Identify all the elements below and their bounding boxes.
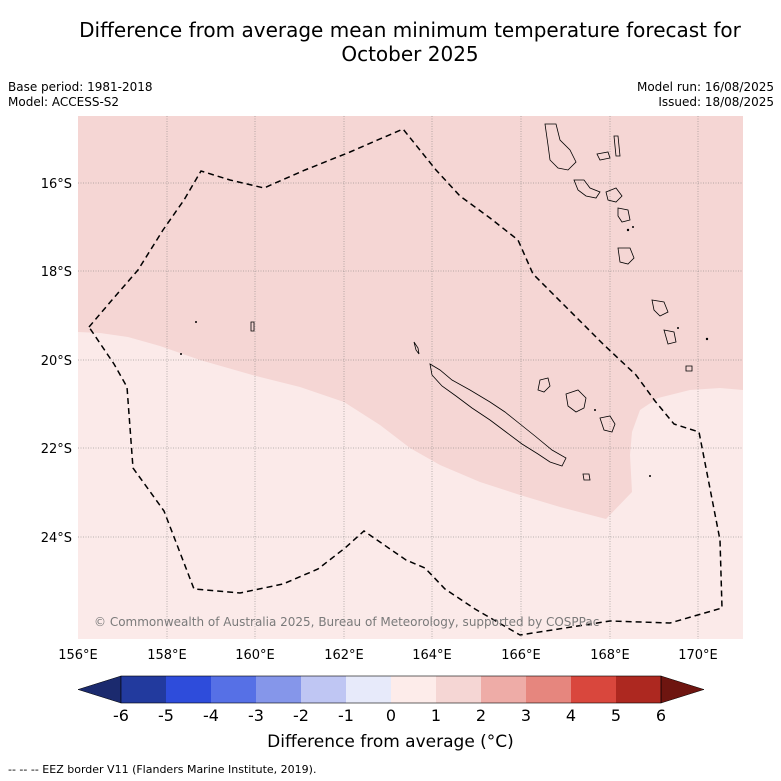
lon-tick: 158°E bbox=[147, 648, 187, 663]
model-run: Model run: 16/08/2025 bbox=[636, 80, 774, 94]
colorbar-swatch bbox=[211, 676, 256, 703]
lon-tick: 162°E bbox=[324, 648, 364, 663]
copyright-notice: © Commonwealth of Australia 2025, Bureau… bbox=[94, 615, 599, 629]
colorbar-tick-label: -3 bbox=[248, 706, 264, 725]
colorbar-tick-label: 5 bbox=[611, 706, 621, 725]
grid-lines bbox=[78, 116, 743, 639]
lat-tick-labels: 16°S 18°S 20°S 22°S 24°S bbox=[41, 177, 72, 546]
lon-tick: 168°E bbox=[590, 648, 630, 663]
colorbar-tick-label: 1 bbox=[431, 706, 441, 725]
lat-tick: 18°S bbox=[41, 265, 72, 280]
eez-border bbox=[88, 128, 723, 636]
lon-tick-labels: 156°E 158°E 160°E 162°E 164°E 166°E 168°… bbox=[58, 648, 718, 663]
colorbar-swatch bbox=[526, 676, 571, 703]
lat-tick: 22°S bbox=[41, 442, 72, 457]
colorbar-tick-label: 3 bbox=[521, 706, 531, 725]
lon-tick: 170°E bbox=[678, 648, 718, 663]
eez-legend-note: -- -- -- EEZ border V11 (Flanders Marine… bbox=[8, 763, 317, 776]
colorbar-swatch bbox=[121, 676, 166, 703]
colorbar-tick-label: 6 bbox=[656, 706, 666, 725]
loyalty-ouvea-island bbox=[537, 377, 551, 393]
new-caledonia-island bbox=[429, 363, 567, 467]
model-name: Model: ACCESS-S2 bbox=[8, 95, 120, 109]
colorbar-swatch bbox=[436, 676, 481, 703]
colorbar-swatch bbox=[616, 676, 661, 703]
meta-right: Model run: 16/08/2025 Issued: 18/08/2025 bbox=[637, 80, 774, 110]
colorbar-swatch bbox=[571, 676, 616, 703]
title-line-1: Difference from average mean minimum tem… bbox=[79, 18, 741, 42]
loyalty-mare-island bbox=[599, 415, 616, 433]
colorbar-swatch bbox=[256, 676, 301, 703]
vanuatu-malakula bbox=[573, 179, 601, 199]
anomaly-zone-0-to-1-west bbox=[78, 332, 743, 639]
belep-island bbox=[413, 341, 420, 355]
vanuatu-erromango bbox=[617, 247, 635, 265]
walpole-island bbox=[582, 473, 591, 481]
land-islands bbox=[250, 123, 693, 481]
colorbar-swatch bbox=[346, 676, 391, 703]
lat-tick: 16°S bbox=[41, 177, 72, 192]
issued-date: Issued: 18/08/2025 bbox=[658, 95, 774, 109]
chart-title: Difference from average mean minimum tem… bbox=[0, 18, 781, 66]
colorbar-tick-label: -5 bbox=[158, 706, 174, 725]
vanuatu-island-3 bbox=[613, 135, 621, 157]
meta-left: Base period: 1981-2018 Model: ACCESS-S2 bbox=[8, 80, 153, 110]
colorbar-swatch bbox=[166, 676, 211, 703]
colorbar-tick-label: 0 bbox=[386, 706, 396, 725]
title-line-2: October 2025 bbox=[341, 42, 479, 66]
colorbar-under-extension bbox=[77, 675, 122, 704]
islet-dots bbox=[180, 226, 709, 477]
islet-a bbox=[685, 365, 693, 372]
base-period: Base period: 1981-2018 bbox=[8, 80, 153, 94]
colorbar-swatch bbox=[481, 676, 526, 703]
vanuatu-aneityum bbox=[663, 329, 677, 345]
lat-tick: 24°S bbox=[41, 531, 72, 546]
colorbar: -6 -5 -4 -3 -2 -1 0 1 2 3 4 5 6 bbox=[77, 675, 705, 725]
vanuatu-island-2 bbox=[596, 151, 611, 161]
lon-tick: 156°E bbox=[58, 648, 98, 663]
colorbar-tick-label: -6 bbox=[113, 706, 129, 725]
loyalty-lifou-island bbox=[565, 389, 587, 413]
colorbar-tick-label: -4 bbox=[203, 706, 219, 725]
colorbar-swatch bbox=[301, 676, 346, 703]
colorbar-over-extension bbox=[660, 675, 705, 704]
lat-tick: 20°S bbox=[41, 354, 72, 369]
lon-tick: 164°E bbox=[412, 648, 452, 663]
map-panel: © Commonwealth of Australia 2025, Bureau… bbox=[78, 116, 743, 639]
islet-b bbox=[250, 321, 255, 332]
vanuatu-efate bbox=[617, 207, 631, 223]
vanuatu-espiritu-santo bbox=[544, 123, 577, 171]
lon-tick: 166°E bbox=[501, 648, 541, 663]
colorbar-swatch bbox=[391, 676, 436, 703]
colorbar-frame bbox=[120, 675, 662, 704]
vanuatu-island-5 bbox=[605, 187, 623, 203]
colorbar-tick-label: 4 bbox=[566, 706, 576, 725]
vanuatu-tanna bbox=[651, 299, 669, 317]
lon-tick: 160°E bbox=[235, 648, 275, 663]
colorbar-tick-label: -2 bbox=[293, 706, 309, 725]
colorbar-tick-label: -1 bbox=[338, 706, 354, 725]
colorbar-tick-label: 2 bbox=[476, 706, 486, 725]
colorbar-title: Difference from average (°C) bbox=[267, 732, 514, 752]
